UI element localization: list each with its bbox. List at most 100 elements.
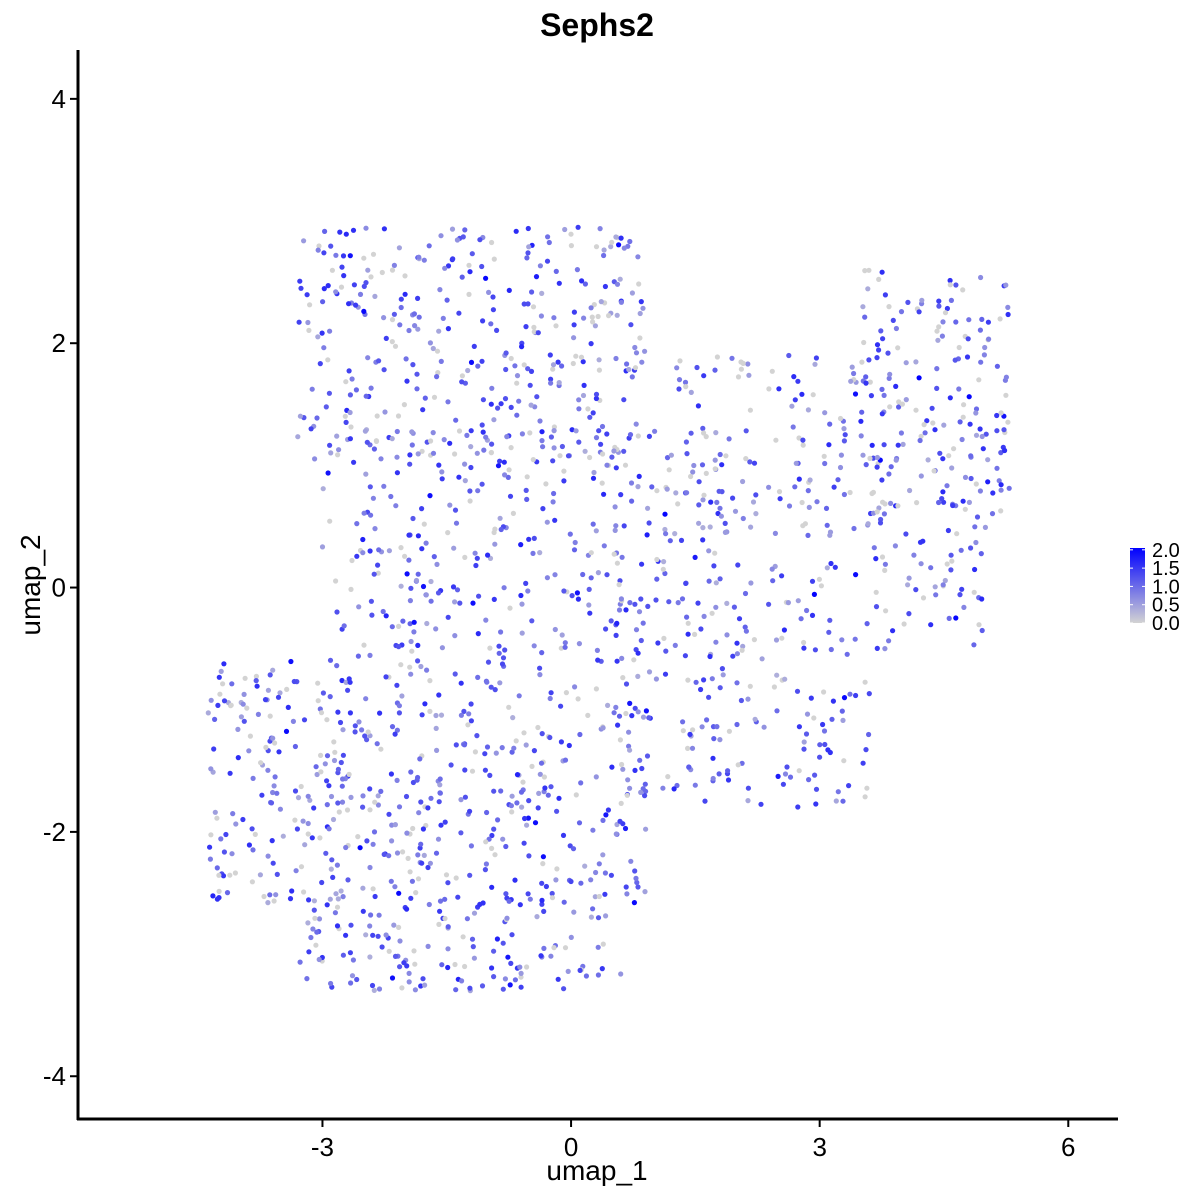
cell-point [786,503,793,509]
cell-point [913,587,919,593]
cell-point [924,418,930,424]
cell-point [434,374,440,380]
cell-point [844,651,850,657]
cell-point [714,354,721,360]
cell-point [879,269,885,275]
cell-point [714,724,720,730]
cell-point [826,442,832,448]
cell-point [632,705,638,711]
cell-point [998,508,1004,514]
cell-point [396,703,402,709]
cell-point [748,580,754,586]
cell-point [946,453,952,459]
cell-point [1001,427,1007,433]
cell-point [882,292,889,298]
cell-point [326,783,332,789]
cell-point [514,800,520,806]
cell-point [485,552,491,558]
cell-point [569,427,575,433]
cell-point [898,430,905,436]
cell-point [379,269,385,276]
cell-point [600,941,606,947]
cell-point [526,536,532,542]
cell-point [662,526,668,533]
cell-point [518,789,525,795]
cell-point [661,559,667,565]
cell-point [420,826,426,832]
cell-point [364,439,370,445]
legend-ticks: 2.01.51.00.50.0 [1130,540,1180,635]
cell-point [420,407,426,413]
cell-point [914,500,920,506]
cell-point [415,852,421,858]
cell-point [339,677,345,684]
cell-point [526,853,532,859]
cell-point [683,439,690,445]
cell-point [398,662,404,668]
cell-point [679,596,686,602]
cell-point [613,632,619,639]
cell-point [346,771,352,778]
cell-point [841,426,847,432]
cell-point [345,687,351,693]
cell-point [876,505,882,511]
cell-point [890,628,896,634]
cell-point [977,327,984,333]
cell-point [443,872,450,878]
cell-point [698,686,704,693]
cell-point [350,227,357,233]
cell-point [476,593,482,599]
cell-point [956,344,962,351]
cell-point [540,444,546,450]
cell-point [710,775,716,782]
cell-point [375,933,381,939]
cell-point [466,262,472,268]
cell-point [548,690,554,696]
cell-point [351,459,357,465]
cell-point [654,556,660,563]
cell-point [406,532,412,538]
cell-point [645,505,651,511]
cell-point [240,701,246,707]
cell-point [367,548,373,554]
cell-point [541,908,547,915]
cell-point [742,590,749,597]
cell-point [207,844,213,850]
cell-point [1006,485,1012,491]
cell-point [468,464,474,471]
cell-point [261,893,267,900]
cell-point [367,652,373,659]
cell-point [525,225,531,232]
cell-point [381,851,387,858]
cell-point [662,671,669,677]
cell-point [335,800,341,806]
cell-point [551,945,557,951]
cell-point [948,552,954,558]
cell-point [322,761,328,767]
cell-point [373,438,380,444]
cell-point [746,372,752,378]
cell-point [290,718,296,725]
cell-point [392,343,399,349]
cell-point [881,442,887,448]
cell-point [852,636,858,642]
cell-point [480,900,486,906]
cell-point [508,445,514,451]
cell-point [388,878,394,884]
cell-point [660,566,666,572]
cell-point [937,450,943,456]
cell-point [347,436,353,442]
cell-point [968,545,974,551]
cell-point [739,760,745,766]
cell-point [663,531,669,537]
cell-point [467,985,473,991]
cell-point [381,226,387,232]
cell-point [851,370,857,377]
cell-point [571,335,577,341]
cell-point [895,442,901,448]
cell-point [706,548,712,554]
cell-point [371,987,377,994]
cell-point [313,764,319,770]
cell-point [397,938,403,944]
